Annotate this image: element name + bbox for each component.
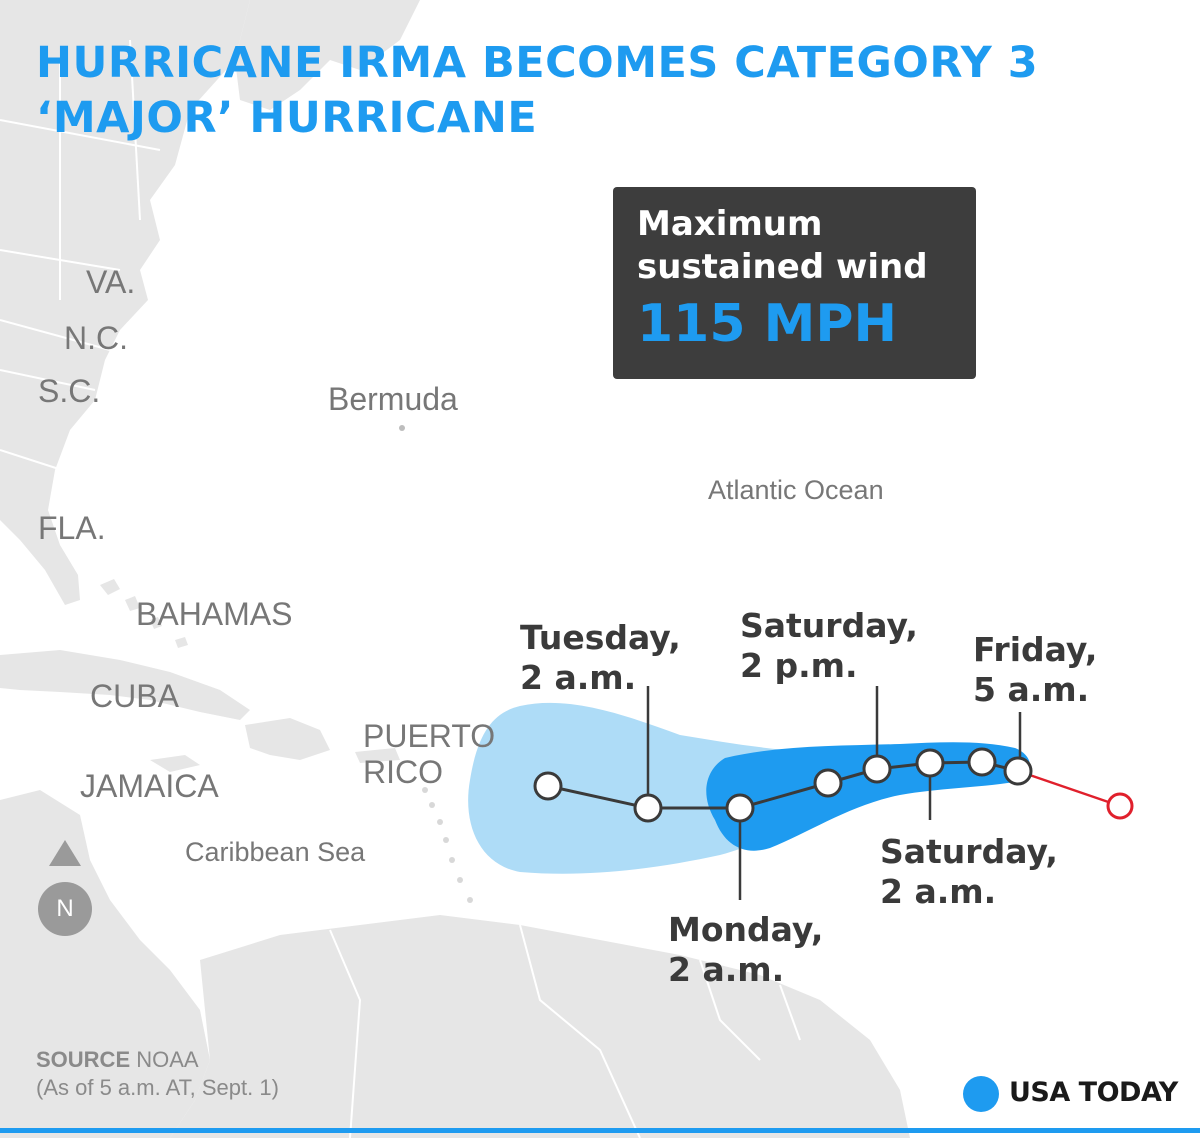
wind-label-line-1: Maximum <box>637 204 823 244</box>
track-point <box>967 747 997 777</box>
track-point-saturday-pm <box>862 754 892 784</box>
land-jamaica <box>150 755 200 772</box>
label-puerto-rico-line-2: RICO <box>363 754 443 790</box>
callout-tuesday-day: Tuesday, <box>520 618 681 657</box>
callout-friday: Friday, 5 a.m. <box>973 630 1097 710</box>
label-bermuda: Bermuda <box>328 381 458 417</box>
headline-line-2: ‘MAJOR’ HURRICANE <box>36 93 538 143</box>
callout-saturday-pm-time: 2 p.m. <box>740 646 858 685</box>
track-point-saturday-am <box>915 748 945 778</box>
past-track <box>1017 769 1121 808</box>
label-virginia: VA. <box>86 264 136 300</box>
label-bahamas: BAHAMAS <box>136 596 293 632</box>
wind-label-line-2: sustained wind <box>637 247 928 287</box>
track-point-tuesday <box>633 793 663 823</box>
callout-monday: Monday, 2 a.m. <box>668 910 823 990</box>
north-arrow-icon <box>49 840 81 866</box>
label-north-carolina: N.C. <box>64 320 128 356</box>
callout-monday-time: 2 a.m. <box>668 950 785 989</box>
callout-monday-day: Monday, <box>668 910 824 949</box>
callout-tuesday: Tuesday, 2 a.m. <box>520 618 681 698</box>
label-florida: FLA. <box>38 510 106 546</box>
bottom-rule <box>0 1128 1200 1133</box>
callout-saturday-am: Saturday, 2 a.m. <box>880 832 1058 912</box>
callout-tuesday-time: 2 a.m. <box>520 658 637 697</box>
track-point <box>533 771 563 801</box>
max-wind-box: Maximum sustained wind 115 MPH <box>613 187 976 379</box>
source-value: NOAA <box>136 1047 199 1072</box>
track-point <box>813 768 843 798</box>
land-us-east-coast <box>0 0 250 605</box>
land-hispaniola <box>245 718 330 760</box>
track-point-friday <box>1003 756 1033 786</box>
land-central-america <box>0 790 210 1138</box>
headline-line-1: HURRICANE IRMA BECOMES CATEGORY 3 <box>36 38 1039 88</box>
label-caribbean-sea: Caribbean Sea <box>185 837 366 867</box>
callout-saturday-am-time: 2 a.m. <box>880 872 997 911</box>
wind-value: 115 MPH <box>637 294 898 354</box>
track-point-monday <box>725 793 755 823</box>
label-jamaica: JAMAICA <box>80 768 219 804</box>
brand-dot-icon <box>963 1076 999 1112</box>
label-atlantic-ocean: Atlantic Ocean <box>708 475 884 505</box>
compass-north: N <box>38 882 92 936</box>
label-puerto-rico-line-1: PUERTO <box>363 718 496 754</box>
land-puerto-rico <box>355 748 400 763</box>
label-cuba: CUBA <box>90 678 179 714</box>
land-northeast <box>235 0 420 110</box>
callout-saturday-pm: Saturday, 2 p.m. <box>740 606 918 686</box>
source-note: SOURCE NOAA (As of 5 a.m. AT, Sept. 1) <box>36 1046 279 1102</box>
callout-friday-time: 5 a.m. <box>973 670 1090 709</box>
headline: HURRICANE IRMA BECOMES CATEGORY 3 ‘MAJOR… <box>36 36 1176 146</box>
label-south-carolina: S.C. <box>38 373 101 409</box>
callout-saturday-pm-day: Saturday, <box>740 606 918 645</box>
brand-name: USA TODAY <box>1009 1077 1178 1108</box>
past-position-marker <box>1106 792 1134 820</box>
forecast-cone-inner <box>706 742 1030 851</box>
callout-saturday-am-day: Saturday, <box>880 832 1058 871</box>
callout-friday-day: Friday, <box>973 630 1098 669</box>
land-cuba <box>0 650 250 720</box>
source-date-note: (As of 5 a.m. AT, Sept. 1) <box>36 1075 279 1100</box>
source-label: SOURCE <box>36 1047 131 1072</box>
